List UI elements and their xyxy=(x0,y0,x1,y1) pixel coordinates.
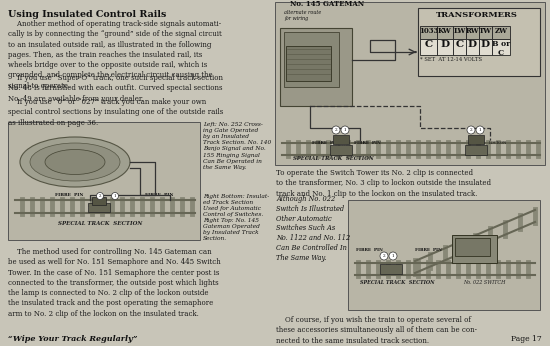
Text: 1: 1 xyxy=(344,128,346,132)
Circle shape xyxy=(341,126,349,134)
Text: Page 17: Page 17 xyxy=(512,335,542,343)
Circle shape xyxy=(332,126,340,134)
Text: TW: TW xyxy=(479,27,492,35)
Text: Right Top: No. 145
Gateman Operated
by Insulated Track
Section.: Right Top: No. 145 Gateman Operated by I… xyxy=(203,218,260,242)
Text: SPECIAL TRACK  SECTION: SPECIAL TRACK SECTION xyxy=(58,221,142,226)
Bar xyxy=(284,32,339,87)
Bar xyxy=(452,235,497,263)
Bar xyxy=(8,122,200,240)
Text: C: C xyxy=(425,40,432,49)
Ellipse shape xyxy=(20,137,130,187)
Text: 1033: 1033 xyxy=(419,27,438,35)
Text: TRANSFORMERS: TRANSFORMERS xyxy=(436,11,518,19)
Bar xyxy=(88,203,110,212)
Text: LOCKON: LOCKON xyxy=(332,144,350,148)
Text: * SET  AT 12-14 VOLTS: * SET AT 12-14 VOLTS xyxy=(420,57,482,62)
Text: FIBRE  PIN: FIBRE PIN xyxy=(415,248,442,252)
Bar xyxy=(466,26,479,39)
Text: LW: LW xyxy=(453,27,466,35)
Bar xyxy=(275,2,545,165)
Text: 2: 2 xyxy=(470,128,472,132)
Text: If you use “0” or “027” track you can make your own
special control sections by : If you use “0” or “027” track you can ma… xyxy=(8,98,223,127)
Bar xyxy=(453,39,466,55)
Bar xyxy=(466,39,479,55)
Bar xyxy=(92,197,106,205)
Bar xyxy=(479,26,492,39)
Circle shape xyxy=(389,252,397,260)
Text: SPECIAL TRACK  SECTION: SPECIAL TRACK SECTION xyxy=(293,156,373,161)
Text: 1: 1 xyxy=(478,128,481,132)
Ellipse shape xyxy=(30,143,120,181)
Text: C: C xyxy=(455,40,464,49)
Text: No. 022 SWITCH: No. 022 SWITCH xyxy=(463,280,505,285)
Text: 1: 1 xyxy=(114,194,116,198)
Text: ZW: ZW xyxy=(494,27,508,35)
Text: SPECIAL TRACK  SECTION: SPECIAL TRACK SECTION xyxy=(360,280,434,285)
Text: 2: 2 xyxy=(98,194,101,198)
Text: No. 145 GATEMAN: No. 145 GATEMAN xyxy=(290,0,364,8)
Bar xyxy=(468,135,484,144)
Bar xyxy=(437,26,453,39)
Circle shape xyxy=(467,126,475,134)
Text: RW: RW xyxy=(466,27,479,35)
Bar xyxy=(492,39,510,55)
Text: Of course, if you wish the train to operate several of
these accessories simulta: Of course, if you wish the train to oper… xyxy=(276,316,477,345)
Bar xyxy=(286,46,331,81)
Bar xyxy=(453,26,466,39)
Text: The method used for controlling No. 145 Gateman can
be used as well for No. 151 : The method used for controlling No. 145 … xyxy=(8,248,221,318)
Text: FIBRE  PIN: FIBRE PIN xyxy=(55,193,84,197)
Circle shape xyxy=(112,192,118,200)
Bar xyxy=(348,200,540,310)
Ellipse shape xyxy=(45,149,105,174)
Text: “Wipe Your Track Regularly”: “Wipe Your Track Regularly” xyxy=(8,335,138,343)
Text: FIBRE  PIN: FIBRE PIN xyxy=(354,141,381,145)
Text: To operate the Switch Tower its No. 2 clip is connected
to the transformer, No. : To operate the Switch Tower its No. 2 cl… xyxy=(276,169,491,198)
Text: D: D xyxy=(481,40,490,49)
Text: FIBRE  PIN: FIBRE PIN xyxy=(356,248,383,252)
Text: FIBRE  PIN: FIBRE PIN xyxy=(145,193,173,197)
Text: Another method of operating track-side signals automati-
cally is by connecting : Another method of operating track-side s… xyxy=(8,20,222,90)
Text: FIBRE  PIN: FIBRE PIN xyxy=(312,141,339,145)
Text: Left: No. 252 Cross-
ing Gate Operated
by an Insulated
Track Section. No. 140
Ba: Left: No. 252 Cross- ing Gate Operated b… xyxy=(203,122,271,170)
Bar xyxy=(280,28,352,106)
Text: 2: 2 xyxy=(383,254,386,258)
Bar xyxy=(333,135,349,144)
Bar xyxy=(479,39,492,55)
Text: If you use “Super-O” track, one such special track section
No. 48 is furnished w: If you use “Super-O” track, one such spe… xyxy=(8,74,223,102)
Circle shape xyxy=(380,252,388,260)
Circle shape xyxy=(476,126,484,134)
Text: LOCKON: LOCKON xyxy=(88,207,107,211)
Bar xyxy=(465,145,487,155)
Text: Using Insulated Control Rails: Using Insulated Control Rails xyxy=(8,10,166,19)
Text: LOCKON: LOCKON xyxy=(489,141,507,145)
Bar xyxy=(380,264,402,274)
Bar xyxy=(455,238,490,256)
Bar xyxy=(492,26,510,39)
Text: D: D xyxy=(441,40,449,49)
Text: B or
C: B or C xyxy=(492,40,510,57)
Bar xyxy=(418,8,540,76)
Bar xyxy=(330,145,352,155)
Text: KW: KW xyxy=(438,27,452,35)
Text: Right Bottom: Insulat-
ed Track Section
Used for Automatic
Control of Switches.: Right Bottom: Insulat- ed Track Section … xyxy=(203,194,270,217)
Circle shape xyxy=(96,192,103,200)
Bar xyxy=(437,39,453,55)
Text: 2: 2 xyxy=(334,128,337,132)
Bar xyxy=(420,26,437,39)
Text: Although No. 022
Switch Is Illustrated
Other Automatic
Switches Such As
No. 1122: Although No. 022 Switch Is Illustrated O… xyxy=(276,195,350,262)
Bar xyxy=(420,39,437,55)
Text: D: D xyxy=(468,40,477,49)
Text: 1: 1 xyxy=(392,254,394,258)
Text: alternate route
for wiring: alternate route for wiring xyxy=(284,10,321,21)
